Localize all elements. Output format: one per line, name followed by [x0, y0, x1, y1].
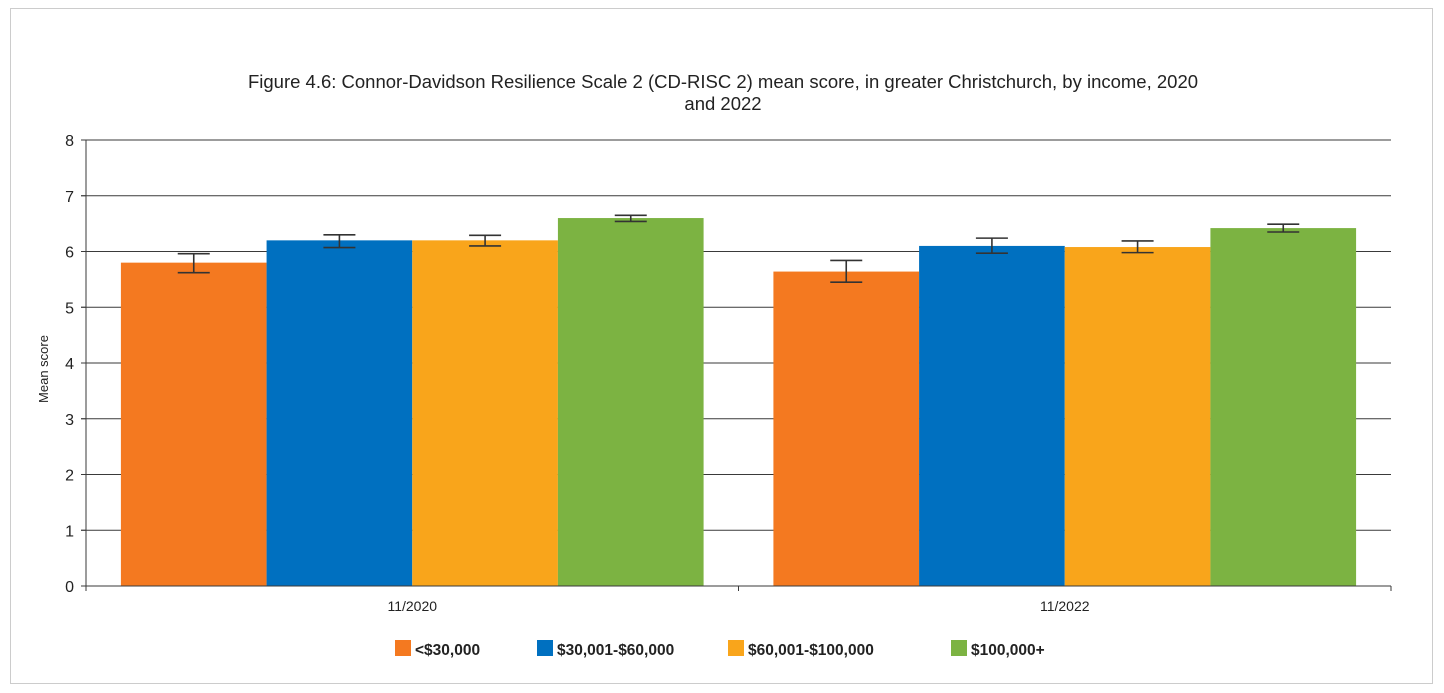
x-tick-label: 11/2020 [387, 598, 437, 614]
y-tick-label: 5 [65, 300, 74, 317]
legend-label: <$30,000 [415, 642, 480, 659]
chart-frame: Figure 4.6: Connor-Davidson Resilience S… [10, 8, 1433, 684]
bar [266, 240, 413, 586]
legend-label: $100,000+ [971, 642, 1045, 659]
legend-swatch [951, 640, 967, 656]
y-tick-label: 7 [65, 189, 74, 206]
legend-label: $60,001-$100,000 [748, 642, 874, 659]
legend: <$30,000 $30,001-$60,000 $60,001-$100,000 $… [395, 640, 1045, 659]
legend-label: $30,001-$60,000 [557, 642, 674, 659]
legend-swatch [395, 640, 411, 656]
chart-title-line-1: Figure 4.6: Connor-Davidson Resilience S… [248, 71, 1198, 92]
bar [1210, 228, 1357, 586]
error-bars [177, 214, 1300, 283]
legend-swatch [728, 640, 744, 656]
y-axis-ticks: 0 1 2 3 4 5 6 7 8 [65, 133, 86, 596]
x-tick-label: 11/2022 [1040, 598, 1090, 614]
legend-swatch [537, 640, 553, 656]
y-tick-label: 3 [65, 412, 74, 429]
y-tick-label: 4 [65, 356, 74, 373]
x-axis-ticks: 11/2020 11/2022 [85, 586, 1392, 614]
axes [81, 140, 1391, 591]
y-tick-label: 2 [65, 468, 74, 485]
y-tick-label: 1 [65, 523, 74, 540]
bar [412, 240, 558, 586]
bar [773, 271, 920, 586]
y-tick-label: 6 [65, 245, 74, 262]
y-tick-label: 8 [65, 133, 74, 150]
bars [120, 218, 1357, 587]
bar [120, 262, 267, 586]
y-tick-label: 0 [65, 579, 74, 596]
bar-chart: Figure 4.6: Connor-Davidson Resilience S… [36, 71, 1392, 659]
bar [1064, 247, 1211, 587]
bar [557, 218, 704, 587]
bar [919, 245, 1065, 587]
y-axis-label: Mean score [36, 335, 51, 403]
chart-title-line-2: and 2022 [684, 93, 761, 114]
